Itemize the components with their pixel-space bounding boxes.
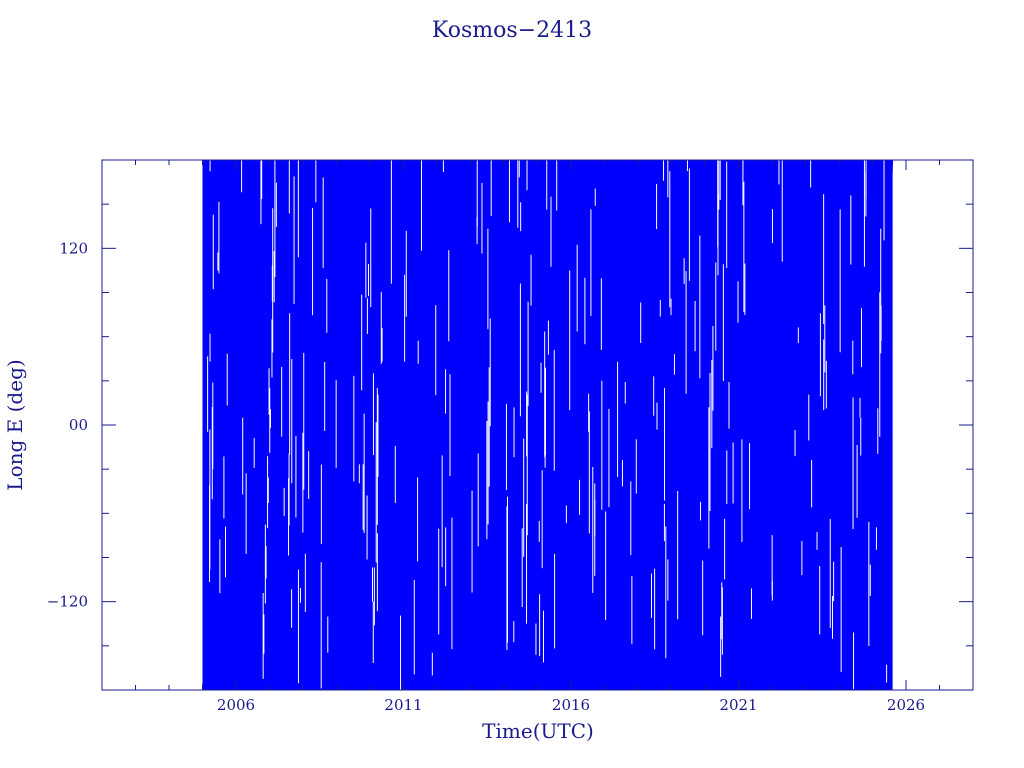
x-tick-label: 2006	[217, 696, 255, 714]
x-axis-label: Time(UTC)	[482, 719, 594, 743]
y-tick-label: −120	[47, 593, 88, 611]
x-tick-label: 2021	[719, 696, 757, 714]
data-layer	[202, 159, 894, 691]
chart-title: Kosmos−2413	[432, 18, 592, 43]
x-ticks: 2006 2011 2016 2021 2026	[101, 160, 974, 714]
y-axis-label: Long E (deg)	[3, 359, 27, 490]
x-tick-label: 2026	[887, 696, 925, 714]
x-tick-label: 2011	[384, 696, 422, 714]
x-tick-label: 2016	[552, 696, 590, 714]
y-tick-label: 00	[69, 416, 88, 434]
y-tick-label: 120	[59, 239, 88, 257]
y-ticks: −120 00 120	[47, 159, 973, 691]
plot-area: 2006 2011 2016 2021 2026 −120 00 120	[47, 159, 974, 714]
